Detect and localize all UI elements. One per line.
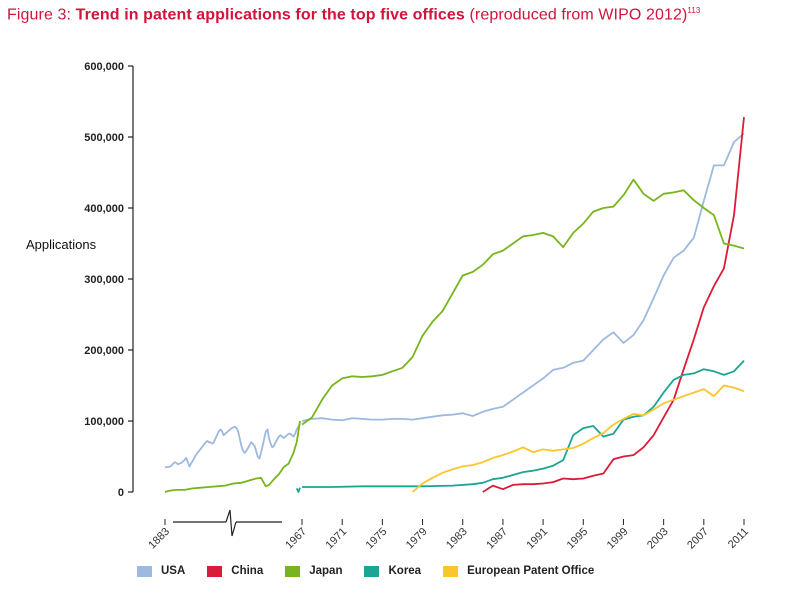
x-tick-label: 1967 xyxy=(283,526,309,552)
series-line-usa xyxy=(301,132,745,422)
x-tick-label: 2011 xyxy=(726,526,751,551)
legend-swatch xyxy=(207,565,223,577)
series-lines xyxy=(164,117,745,493)
series-line-china xyxy=(482,117,745,493)
legend-item-european-patent-office: European Patent Office xyxy=(443,565,594,577)
figure-title-prefix: Figure 3: xyxy=(7,6,76,24)
legend-swatch xyxy=(443,565,459,577)
legend-item-china: China xyxy=(207,565,263,577)
y-tick-label: 600,000 xyxy=(84,61,124,73)
legend-item-usa: USA xyxy=(137,565,185,577)
legend: USA China Japan Korea European Patent Office xyxy=(137,565,616,577)
series-line-european-patent-office xyxy=(411,384,745,493)
legend-swatch xyxy=(364,565,380,577)
series-line-japan xyxy=(301,178,745,426)
y-tick-label: 300,000 xyxy=(84,274,124,286)
y-tick-label: 200,000 xyxy=(84,345,124,357)
x-tick-label: 1883 xyxy=(146,526,172,552)
y-tick-label: 500,000 xyxy=(84,132,124,144)
x-ticks: 1883 1967 1971 1975 1979 1983 1987 1991 1995 1999… xyxy=(146,519,751,551)
series-line-usa-early xyxy=(165,423,301,469)
x-tick-label: 1975 xyxy=(364,526,390,552)
legend-swatch xyxy=(137,565,152,577)
footnote-marker: 113 xyxy=(687,6,701,15)
legend-label: Korea xyxy=(388,565,422,577)
y-axis-title: Applications xyxy=(26,237,97,252)
figure-title: Figure 3: Trend in patent applications f… xyxy=(7,6,700,24)
x-tick-label: 1999 xyxy=(605,526,631,552)
series-line-korea-early xyxy=(295,487,301,493)
x-axis-break-marker xyxy=(173,509,282,537)
y-tick-label: 400,000 xyxy=(84,203,124,215)
legend-label: Japan xyxy=(309,565,343,577)
x-tick-label: 2003 xyxy=(645,526,671,552)
legend-item-korea: Korea xyxy=(364,565,421,577)
y-tick-label: 0 xyxy=(118,487,124,499)
legend-swatch xyxy=(285,565,301,577)
figure-title-suffix: (reproduced from WIPO 2012) xyxy=(464,6,688,24)
x-tick-label: 1995 xyxy=(565,526,591,552)
x-tick-label: 1979 xyxy=(404,526,430,552)
legend-label: USA xyxy=(161,565,186,577)
x-tick-label: 1991 xyxy=(524,526,550,552)
legend-item-japan: Japan xyxy=(285,565,342,577)
x-tick-label: 1971 xyxy=(324,526,350,552)
x-tick-label: 1987 xyxy=(484,526,510,552)
legend-label: European Patent Office xyxy=(467,565,595,577)
y-tick-label: 100,000 xyxy=(84,416,124,428)
series-line-korea xyxy=(302,359,745,488)
figure-title-main: Trend in patent applications for the top… xyxy=(75,6,465,24)
x-tick-label: 1983 xyxy=(444,526,470,552)
legend-label: China xyxy=(231,565,264,577)
series-line-japan-early xyxy=(164,420,301,493)
y-ticks: 0 100,000 200,000 300,000 400,000 500,000 600,… xyxy=(84,61,133,499)
x-tick-label: 2007 xyxy=(685,526,711,552)
